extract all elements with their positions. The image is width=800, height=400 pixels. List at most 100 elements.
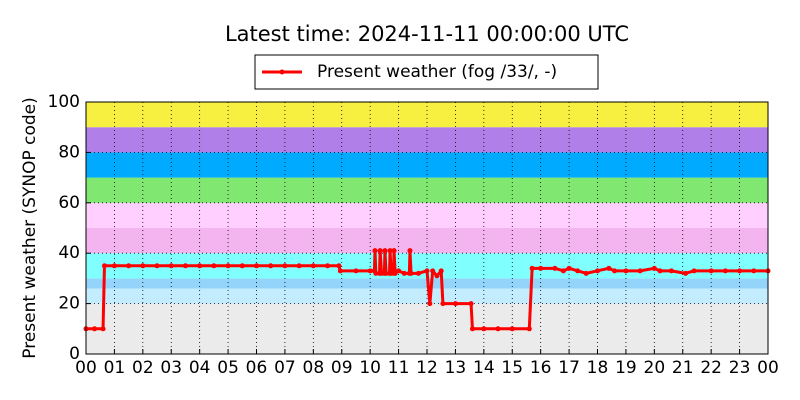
data-point (606, 265, 612, 271)
data-point (623, 268, 629, 274)
data-point (427, 301, 433, 307)
y-tick-label: 100 (48, 92, 80, 112)
data-point (708, 268, 714, 274)
x-tick-label: 18 (587, 358, 609, 378)
data-point (101, 263, 107, 269)
data-point (100, 326, 106, 332)
x-tick-label: 22 (700, 358, 722, 378)
data-point (668, 268, 674, 274)
data-point (468, 301, 474, 307)
plot-frame (85, 101, 769, 355)
data-point (382, 248, 388, 254)
data-point (430, 268, 436, 274)
data-point (197, 263, 203, 269)
data-point (387, 248, 393, 254)
data-point (407, 248, 413, 254)
band (86, 288, 768, 304)
x-tick-label: 17 (558, 358, 580, 378)
x-tick-label: 11 (388, 358, 410, 378)
data-point (560, 268, 566, 274)
data-point (325, 263, 331, 269)
data-point (526, 326, 532, 332)
x-tick-label: 00 (757, 358, 779, 378)
y-tick-label: 80 (58, 142, 80, 162)
data-point (612, 268, 618, 274)
plot (83, 248, 771, 332)
data-point (595, 268, 600, 274)
data-point (396, 268, 402, 274)
data-point (377, 248, 383, 254)
x-tick-label: 01 (104, 358, 126, 378)
x-tick-label: 07 (274, 358, 296, 378)
x-tick-label: 10 (359, 358, 381, 378)
data-point (538, 265, 544, 271)
x-tick-label: 06 (246, 358, 268, 378)
data-point (182, 263, 188, 269)
x-tick-label: 16 (530, 358, 552, 378)
data-point (637, 268, 643, 274)
x-tick-label: 15 (501, 358, 523, 378)
x-tick-label: 14 (473, 358, 495, 378)
data-point (337, 268, 343, 274)
x-tick-label: 12 (416, 358, 438, 378)
data-point (683, 270, 689, 276)
data-point (168, 263, 174, 269)
data-point (438, 268, 444, 274)
data-point (552, 265, 558, 271)
data-point (657, 268, 663, 274)
data-point (310, 263, 316, 269)
data-point (296, 263, 302, 269)
band (86, 152, 768, 178)
x-tick-label: 21 (672, 358, 694, 378)
data-point (495, 326, 501, 332)
legend-box (254, 54, 599, 90)
x-tick-label: 04 (189, 358, 211, 378)
data-point (92, 326, 98, 332)
y-tick-label: 60 (58, 193, 80, 213)
data-point (566, 265, 572, 271)
data-point (751, 268, 757, 274)
data-point (140, 263, 146, 269)
data-point (211, 263, 217, 269)
x-tick-label: 02 (132, 358, 154, 378)
data-point (651, 265, 657, 271)
data-point (434, 273, 440, 279)
data-point (452, 301, 458, 307)
chart-title: Latest time: 2024-11-11 00:00:00 UTC (225, 22, 629, 46)
x-tick-label: 20 (644, 358, 666, 378)
y-tick-label: 0 (69, 344, 80, 364)
data-point (111, 263, 117, 269)
data-point (509, 326, 515, 332)
x-tick-label: 08 (303, 358, 325, 378)
data-point (268, 263, 274, 269)
data-point (529, 265, 535, 271)
data-point (408, 270, 414, 276)
x-tick-label: 03 (160, 358, 182, 378)
data-point (737, 268, 743, 274)
data-point (691, 268, 697, 274)
x-tick-label: 05 (217, 358, 239, 378)
band (86, 303, 768, 354)
data-point (481, 326, 487, 332)
y-tick-label: 20 (58, 294, 80, 314)
data-point (367, 268, 373, 274)
x-tick-label: 19 (615, 358, 637, 378)
data-point (225, 263, 231, 269)
band (86, 228, 768, 254)
x-tick-label: 23 (729, 358, 751, 378)
data-point (575, 268, 581, 274)
data-point (401, 270, 407, 276)
data-point (583, 270, 589, 276)
data-point (469, 326, 475, 332)
data-point (415, 270, 421, 276)
data-point (353, 268, 359, 274)
data-point (254, 263, 259, 269)
data-point (424, 268, 430, 274)
x-tick-label: 00 (75, 358, 97, 378)
x-tick-label: 13 (445, 358, 467, 378)
data-point (282, 263, 288, 269)
data-point (239, 263, 245, 269)
bands (86, 102, 768, 354)
data-point (391, 248, 397, 254)
